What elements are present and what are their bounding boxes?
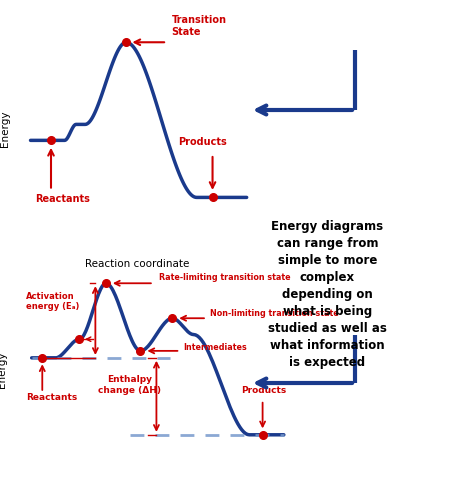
Text: Energy diagrams
can range from
simple to more
complex
depending on
what is being: Energy diagrams can range from simple to… (268, 220, 387, 369)
Text: Reactants: Reactants (35, 194, 90, 204)
Text: Transition
State: Transition State (172, 15, 227, 37)
Text: Non-limiting transition state: Non-limiting transition state (210, 309, 338, 318)
Text: Enthalpy
change (ΔH): Enthalpy change (ΔH) (99, 375, 161, 395)
Text: Intermediates: Intermediates (183, 343, 246, 352)
Text: Reaction coordinate: Reaction coordinate (85, 258, 190, 268)
Text: Energy: Energy (0, 111, 10, 147)
Text: Products: Products (178, 137, 227, 147)
Text: Reactants: Reactants (27, 393, 78, 402)
Text: Activation
energy (Eₐ): Activation energy (Eₐ) (27, 292, 80, 311)
Text: Rate-limiting transition state: Rate-limiting transition state (159, 273, 291, 282)
Text: Products: Products (241, 386, 287, 395)
Text: Energy: Energy (0, 351, 8, 388)
